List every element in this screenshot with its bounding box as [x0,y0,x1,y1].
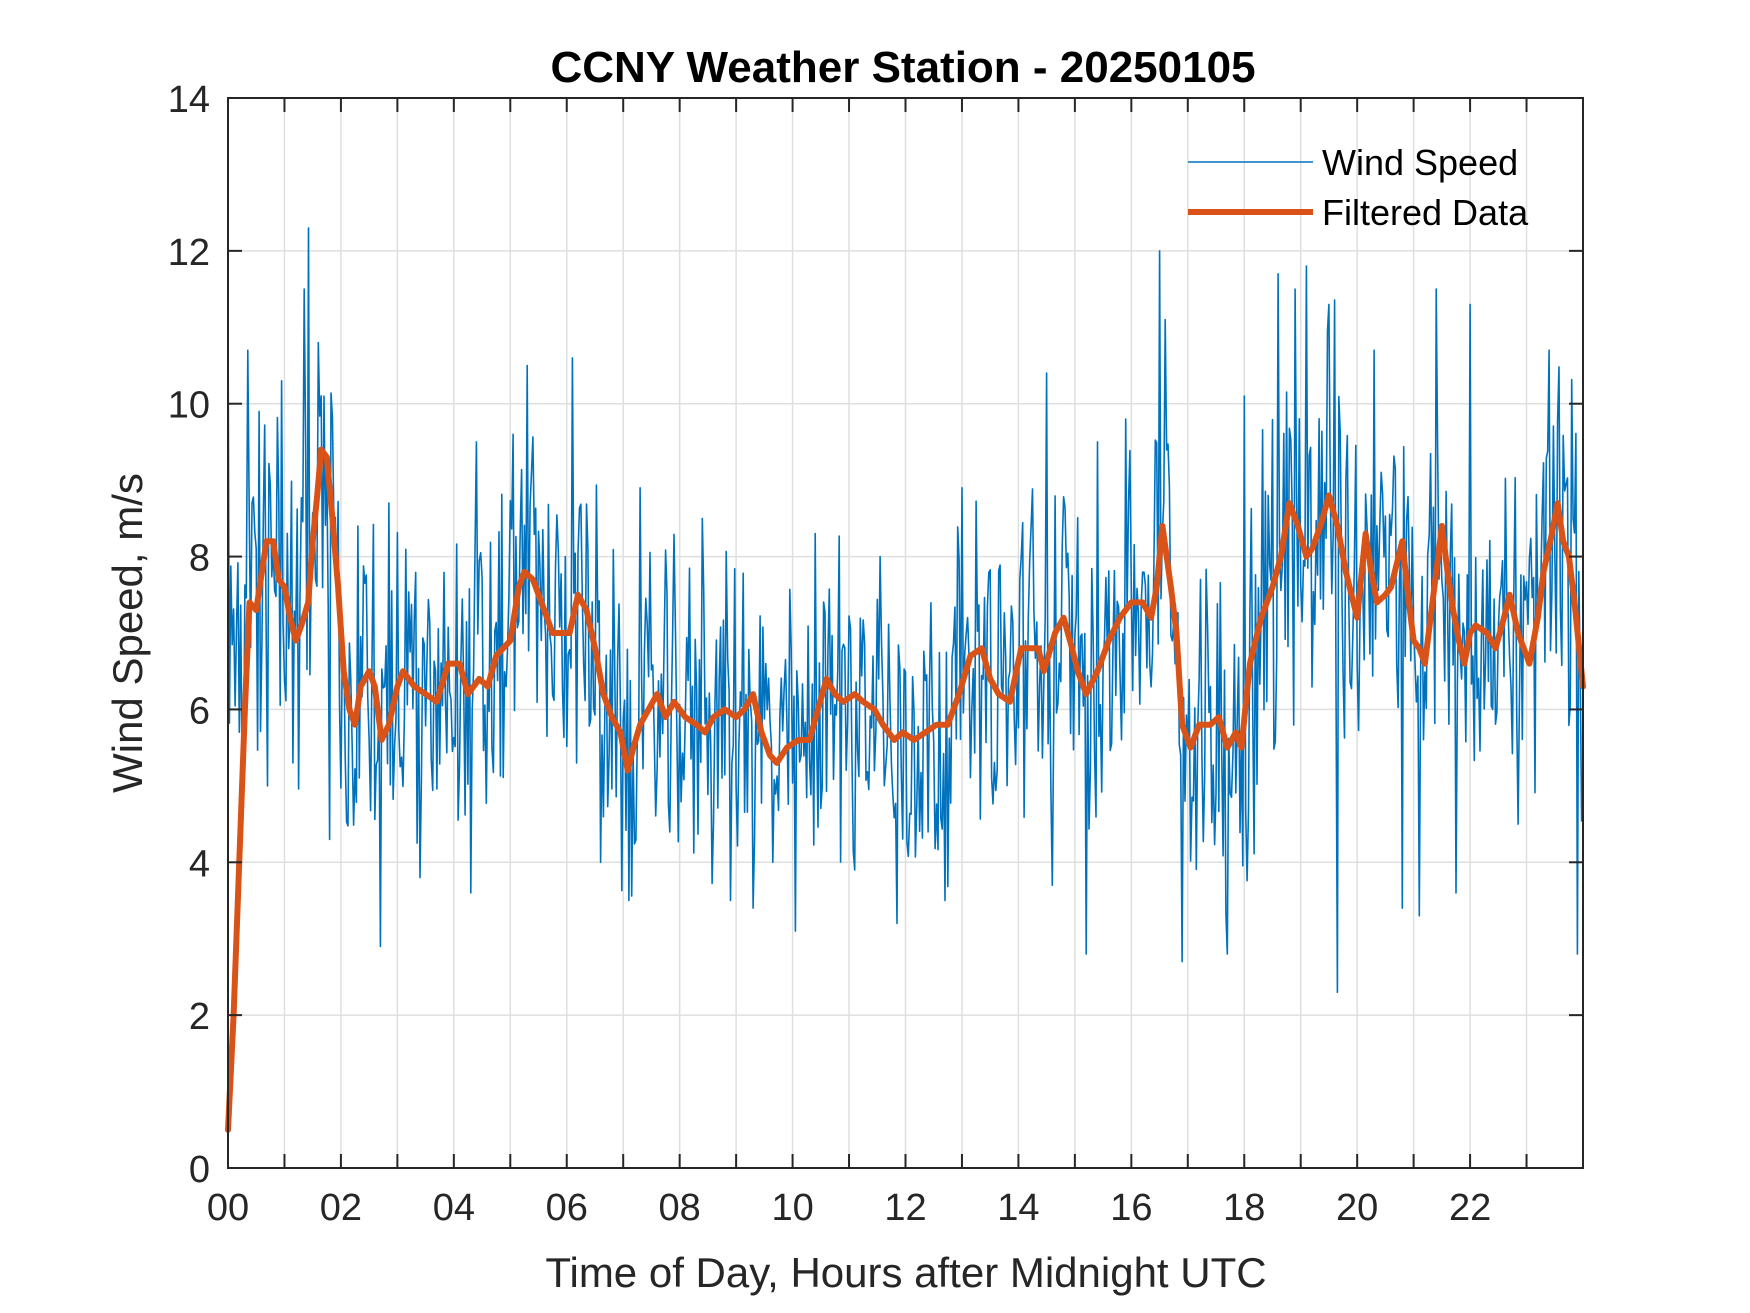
x-tick-label: 20 [1336,1187,1378,1229]
x-tick-label: 06 [546,1187,588,1229]
grid [228,98,1583,1168]
y-tick-label: 4 [189,843,210,885]
x-tick-labels: 00 02 04 06 08 10 12 14 16 18 20 22 [207,1187,1491,1229]
y-axis-label: Wind Speed, m/s [104,473,151,793]
x-tick-label: 10 [771,1187,813,1229]
legend-label-wind-speed: Wind Speed [1322,142,1518,183]
chart-title: CCNY Weather Station - 20250105 [550,43,1255,92]
x-tick-label: 02 [320,1187,362,1229]
x-tick-label: 00 [207,1187,249,1229]
y-tick-labels: 0 2 4 6 8 10 12 14 [168,79,210,1191]
y-tick-label: 10 [168,385,210,427]
axis-ticks [228,97,1583,1169]
x-tick-label: 04 [433,1187,475,1229]
x-tick-label: 14 [997,1187,1039,1229]
y-tick-label: 2 [189,996,210,1038]
x-tick-label: 16 [1110,1187,1152,1229]
y-tick-label: 6 [189,690,210,732]
legend: Wind Speed Filtered Data [1188,142,1529,233]
x-tick-label: 12 [884,1187,926,1229]
x-tick-label: 22 [1449,1187,1491,1229]
series-layer [225,227,1586,1133]
series-filtered-data-line [225,446,1586,1133]
legend-label-filtered-data: Filtered Data [1322,192,1529,233]
y-tick-label: 14 [168,79,210,121]
x-tick-label: 18 [1223,1187,1265,1229]
y-tick-label: 0 [189,1149,210,1191]
y-tick-label: 12 [168,232,210,274]
series-wind-speed-line [227,227,1584,994]
y-tick-label: 8 [189,538,210,580]
x-axis-label: Time of Day, Hours after Midnight UTC [545,1249,1266,1296]
x-tick-label: 08 [659,1187,701,1229]
